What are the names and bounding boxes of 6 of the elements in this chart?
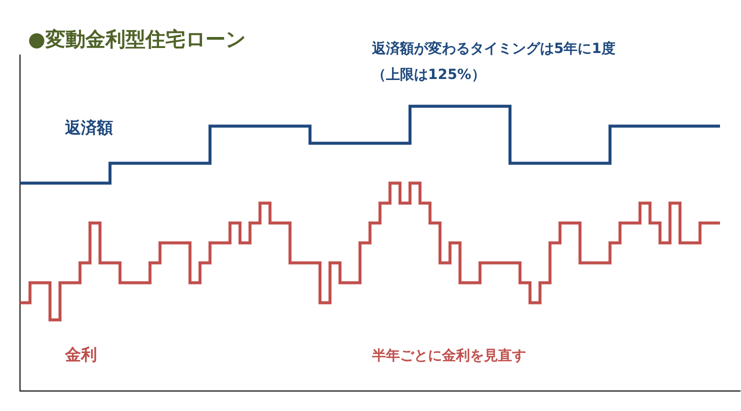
text: 返済額が変わるタイミングは5年に1度: [372, 40, 616, 58]
series-label: 返済額: [65, 118, 113, 139]
series-label: 金利: [65, 345, 97, 366]
text: （上限は125%）: [372, 66, 486, 84]
annotation: 半年ごとに金利を見直す: [372, 347, 526, 365]
chart-title: ●変動金利型住宅ローン: [28, 26, 246, 53]
